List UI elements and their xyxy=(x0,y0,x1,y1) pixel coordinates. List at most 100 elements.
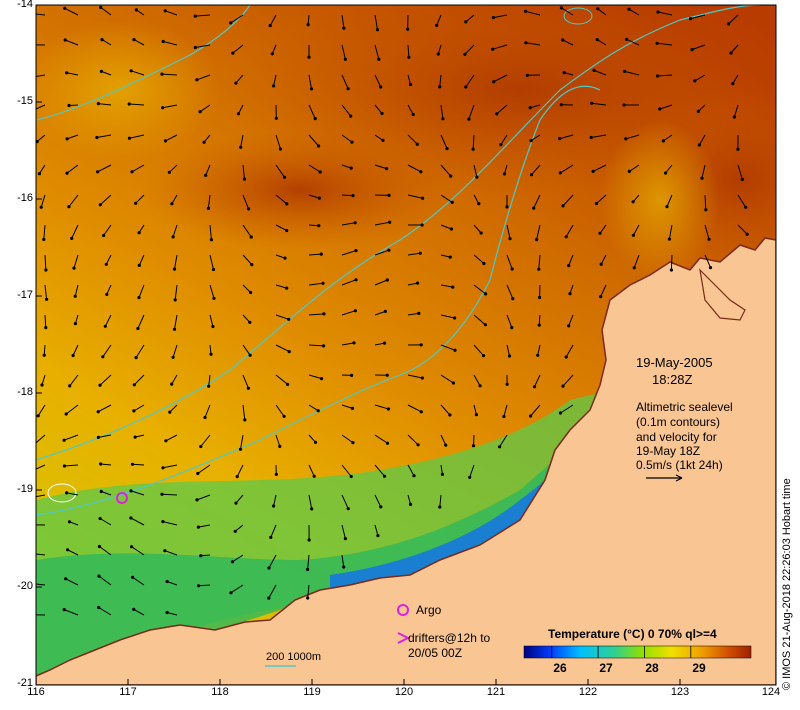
velocity-arrow xyxy=(162,464,178,469)
velocity-arrow xyxy=(63,434,79,441)
velocity-arrow-head xyxy=(32,109,35,112)
velocity-arrow xyxy=(242,344,251,356)
velocity-arrow xyxy=(665,164,673,174)
velocity-arrow-head xyxy=(39,205,43,209)
velocity-arrow-head xyxy=(206,206,210,210)
velocity-arrow xyxy=(440,284,453,288)
velocity-arrow-head xyxy=(385,373,389,377)
velocity-arrow-head xyxy=(129,489,133,493)
velocity-arrow-head xyxy=(249,235,253,239)
velocity-arrow-head xyxy=(353,309,357,313)
velocity-arrow xyxy=(473,344,484,356)
velocity-arrow xyxy=(565,224,574,238)
velocity-arrow xyxy=(591,134,607,138)
velocity-arrow-head xyxy=(99,5,103,9)
velocity-arrow-head xyxy=(655,41,659,45)
velocity-arrow xyxy=(308,164,321,173)
velocity-arrow-head xyxy=(491,16,495,20)
velocity-arrow-head xyxy=(160,492,164,496)
velocity-arrow-head xyxy=(448,413,452,417)
velocity-arrow-head xyxy=(354,278,358,282)
velocity-arrow-head xyxy=(131,575,135,579)
velocity-arrow-head xyxy=(740,177,744,181)
velocity-arrow xyxy=(275,134,281,150)
velocity-arrow xyxy=(169,404,178,413)
velocity-arrow-head xyxy=(421,196,425,200)
velocity-arrow xyxy=(341,104,352,117)
velocity-arrow xyxy=(307,584,310,599)
velocity-arrow xyxy=(407,374,423,379)
velocity-arrow xyxy=(308,374,322,380)
velocity-arrow-head xyxy=(589,135,593,140)
velocity-arrow xyxy=(341,250,357,256)
velocity-arrow xyxy=(503,404,508,417)
velocity-arrow xyxy=(374,164,387,170)
velocity-arrow-head xyxy=(438,505,442,509)
velocity-arrow xyxy=(473,374,481,387)
velocity-arrow xyxy=(568,254,574,266)
velocity-arrow-head xyxy=(73,294,77,298)
velocity-arrow xyxy=(704,254,711,268)
velocity-arrow-head xyxy=(236,112,241,116)
velocity-arrow-head xyxy=(197,584,201,588)
velocity-arrow xyxy=(308,224,319,227)
velocity-arrow-head xyxy=(595,38,599,42)
velocity-arrow xyxy=(174,284,178,300)
velocity-arrow xyxy=(472,134,475,150)
velocity-arrow xyxy=(242,254,253,265)
velocity-arrow-head xyxy=(199,444,203,449)
velocity-arrow-head xyxy=(745,232,749,236)
velocity-arrow-head xyxy=(568,292,572,296)
velocity-arrow-head xyxy=(231,51,235,55)
velocity-arrow-head xyxy=(479,231,483,235)
velocity-arrow xyxy=(506,344,510,357)
velocity-arrow xyxy=(195,14,211,17)
velocity-arrow xyxy=(374,494,382,508)
velocity-arrow-head xyxy=(62,464,66,468)
velocity-arrow xyxy=(465,14,475,23)
velocity-arrow xyxy=(275,404,285,417)
velocity-arrow-head xyxy=(350,406,355,410)
velocity-arrow-head xyxy=(96,410,100,414)
velocity-arrow-head xyxy=(561,204,565,208)
velocity-arrow xyxy=(44,254,47,271)
velocity-arrow-head xyxy=(229,591,233,595)
velocity-arrow-head xyxy=(453,316,457,320)
velocity-arrow-head xyxy=(285,286,289,290)
velocity-arrow-head xyxy=(627,7,631,11)
velocity-arrow-head xyxy=(64,577,68,581)
velocity-arrow xyxy=(374,14,378,30)
velocity-arrow xyxy=(341,404,353,409)
velocity-arrow xyxy=(71,224,79,239)
velocity-arrow-head xyxy=(202,140,206,144)
velocity-arrow-head xyxy=(351,441,355,445)
velocity-arrow-head xyxy=(65,71,69,75)
warm-core-west xyxy=(140,130,460,250)
velocity-arrow xyxy=(97,164,112,173)
velocity-arrow xyxy=(374,44,380,60)
velocity-arrow-head xyxy=(420,376,424,380)
velocity-arrow xyxy=(440,314,455,319)
velocity-arrow-head xyxy=(97,605,101,610)
velocity-arrow xyxy=(98,575,112,586)
velocity-arrow-head xyxy=(132,409,136,413)
velocity-arrow-head xyxy=(536,353,540,357)
velocity-arrow xyxy=(131,164,145,173)
velocity-arrow-head xyxy=(96,170,100,174)
velocity-arrow xyxy=(632,224,640,236)
velocity-arrow xyxy=(236,464,244,477)
velocity-arrow xyxy=(273,494,277,507)
velocity-arrow-head xyxy=(164,439,168,443)
velocity-arrow xyxy=(730,44,739,54)
velocity-arrow xyxy=(473,224,482,234)
velocity-arrow-head xyxy=(406,27,410,31)
velocity-arrow xyxy=(196,74,211,81)
velocity-arrow-head xyxy=(99,462,103,466)
velocity-arrow xyxy=(308,194,320,199)
velocity-arrow-head xyxy=(349,166,353,170)
velocity-arrow xyxy=(701,164,706,179)
velocity-arrow xyxy=(275,224,287,231)
velocity-arrow xyxy=(534,374,541,387)
velocity-arrow xyxy=(242,284,251,293)
velocity-arrow xyxy=(492,44,508,50)
